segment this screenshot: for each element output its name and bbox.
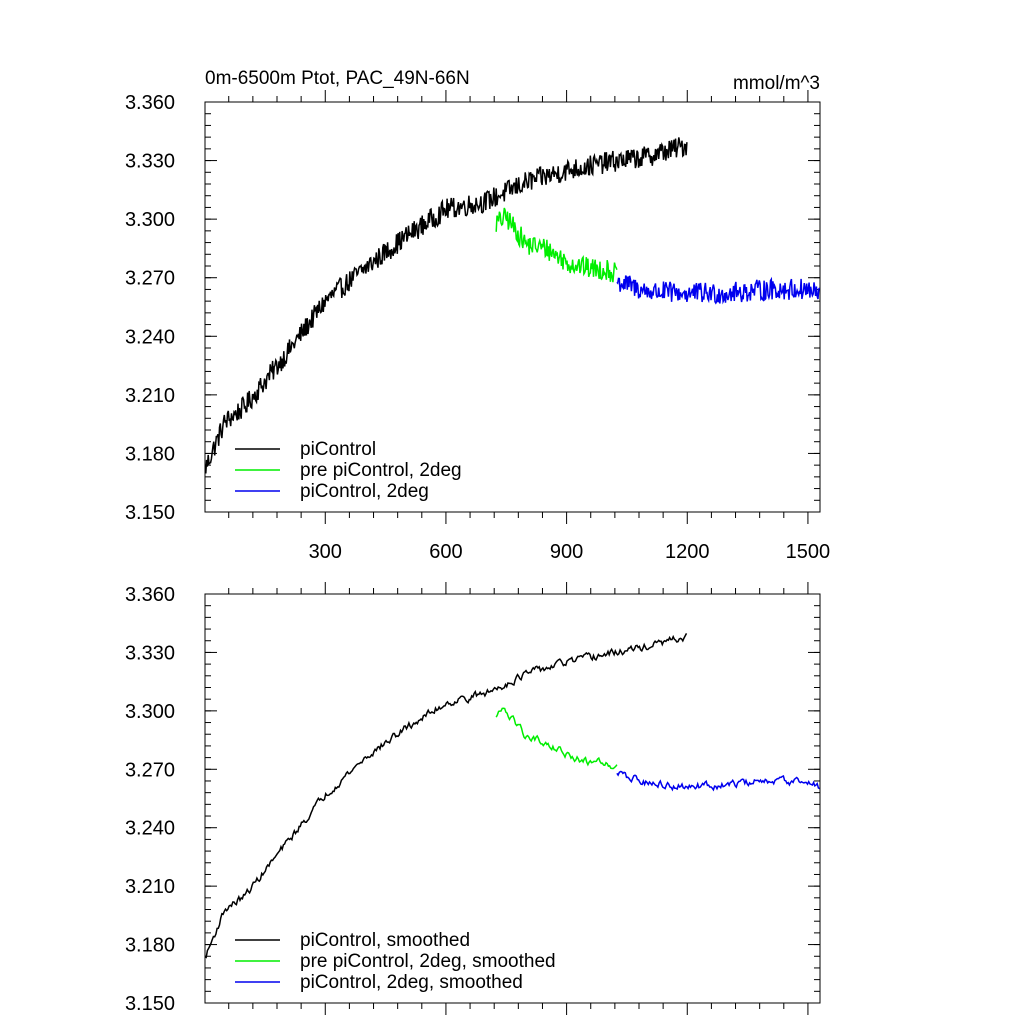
y-tick-label: 3.180 — [125, 935, 175, 957]
bottom-panel: 3.150 3.180 3.210 3.240 3.270 3.300 3.330 3.360… — [125, 582, 821, 1015]
legend-label: piControl — [300, 439, 376, 460]
y-tick-label: 3.360 — [125, 584, 175, 606]
y-tick-label: 3.180 — [125, 443, 175, 465]
y-tick-label: 3.150 — [125, 993, 175, 1015]
top-panel: 3.150 3.180 3.210 3.240 3.270 3.300 3.330 3.360… — [125, 68, 830, 563]
chart-title: 0m-6500m Ptot, PAC_49N-66N — [205, 68, 470, 89]
y-tick-label: 3.210 — [125, 876, 175, 898]
x-tick-label: 1500 — [786, 541, 831, 563]
y-tick-label: 3.270 — [125, 268, 175, 290]
series-line — [205, 633, 688, 959]
series-line — [205, 137, 688, 474]
y-tick-label: 3.270 — [125, 759, 175, 781]
y-tick-label: 3.210 — [125, 385, 175, 407]
legend-label: piControl, 2deg, smoothed — [300, 972, 523, 993]
series-line — [616, 770, 820, 792]
legend-label: pre piControl, 2deg — [300, 460, 462, 481]
series-line — [495, 207, 618, 283]
legend-label: pre piControl, 2deg, smoothed — [300, 951, 556, 972]
plot-frame — [204, 593, 821, 1004]
y-tick-label: 3.300 — [125, 209, 175, 231]
y-tick-label: 3.240 — [125, 326, 175, 348]
series-line — [495, 707, 618, 770]
y-tick-label: 3.240 — [125, 818, 175, 840]
x-tick-label: 900 — [550, 541, 583, 563]
y-tick-label: 3.150 — [125, 502, 175, 524]
x-tick-label: 300 — [309, 541, 342, 563]
x-tick-label: 600 — [429, 541, 462, 563]
y-tick-label: 3.300 — [125, 701, 175, 723]
plot-frame — [204, 101, 821, 513]
legend-label: piControl, 2deg — [300, 481, 429, 502]
x-tick-label: 1200 — [665, 541, 710, 563]
y-tick-label: 3.330 — [125, 151, 175, 173]
units-label: mmol/m^3 — [733, 73, 820, 94]
y-tick-label: 3.330 — [125, 642, 175, 664]
legend-label: piControl, smoothed — [300, 930, 470, 951]
series-line — [616, 275, 820, 305]
y-tick-label: 3.360 — [125, 92, 175, 114]
